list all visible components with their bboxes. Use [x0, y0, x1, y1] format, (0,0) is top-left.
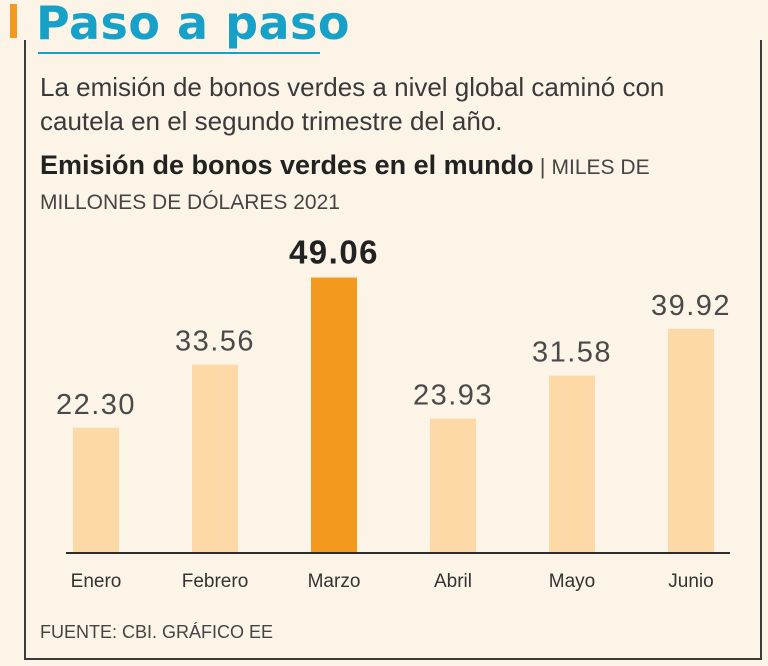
source-note: FUENTE: CBI. GRÁFICO EE	[40, 622, 274, 642]
value-label-marzo: 49.06	[289, 234, 379, 271]
category-label-enero: Enero	[71, 571, 122, 592]
bar-junio	[668, 328, 714, 553]
value-label-febrero: 33.56	[175, 326, 255, 358]
headline: Paso a paso	[36, 0, 351, 50]
bar-marzo	[311, 277, 357, 553]
chart-title: Emisión de bonos verdes en el mundo | Mi…	[40, 148, 740, 220]
headline-underline	[38, 52, 320, 54]
bar-febrero	[192, 364, 238, 553]
chart-units: Miles de millones de dólares 2021	[40, 156, 650, 214]
subtitle: La emisión de bonos verdes a nivel globa…	[40, 72, 665, 136]
accent-bar	[10, 4, 17, 38]
value-label-abril: 23.93	[413, 380, 493, 412]
value-label-mayo: 31.58	[532, 337, 612, 369]
category-label-mayo: Mayo	[549, 571, 595, 592]
category-label-abril: Abril	[434, 571, 472, 592]
bars-layer: 22.30 Enero 33.56 Febrero 49.06 Marzo 23.93 Abr…	[56, 234, 731, 592]
chart-title-main: Emisión de bonos verdes en el mundo	[40, 150, 534, 180]
chart-title-separator: |	[533, 154, 552, 179]
bar-mayo	[549, 375, 595, 553]
bar-enero	[73, 427, 119, 553]
category-label-marzo: Marzo	[308, 571, 361, 592]
panel-frame	[24, 40, 762, 660]
category-label-febrero: Febrero	[182, 571, 249, 592]
value-label-junio: 39.92	[651, 290, 731, 322]
category-label-junio: Junio	[668, 571, 713, 592]
bar-abril	[430, 418, 476, 553]
value-label-enero: 22.30	[56, 389, 136, 421]
